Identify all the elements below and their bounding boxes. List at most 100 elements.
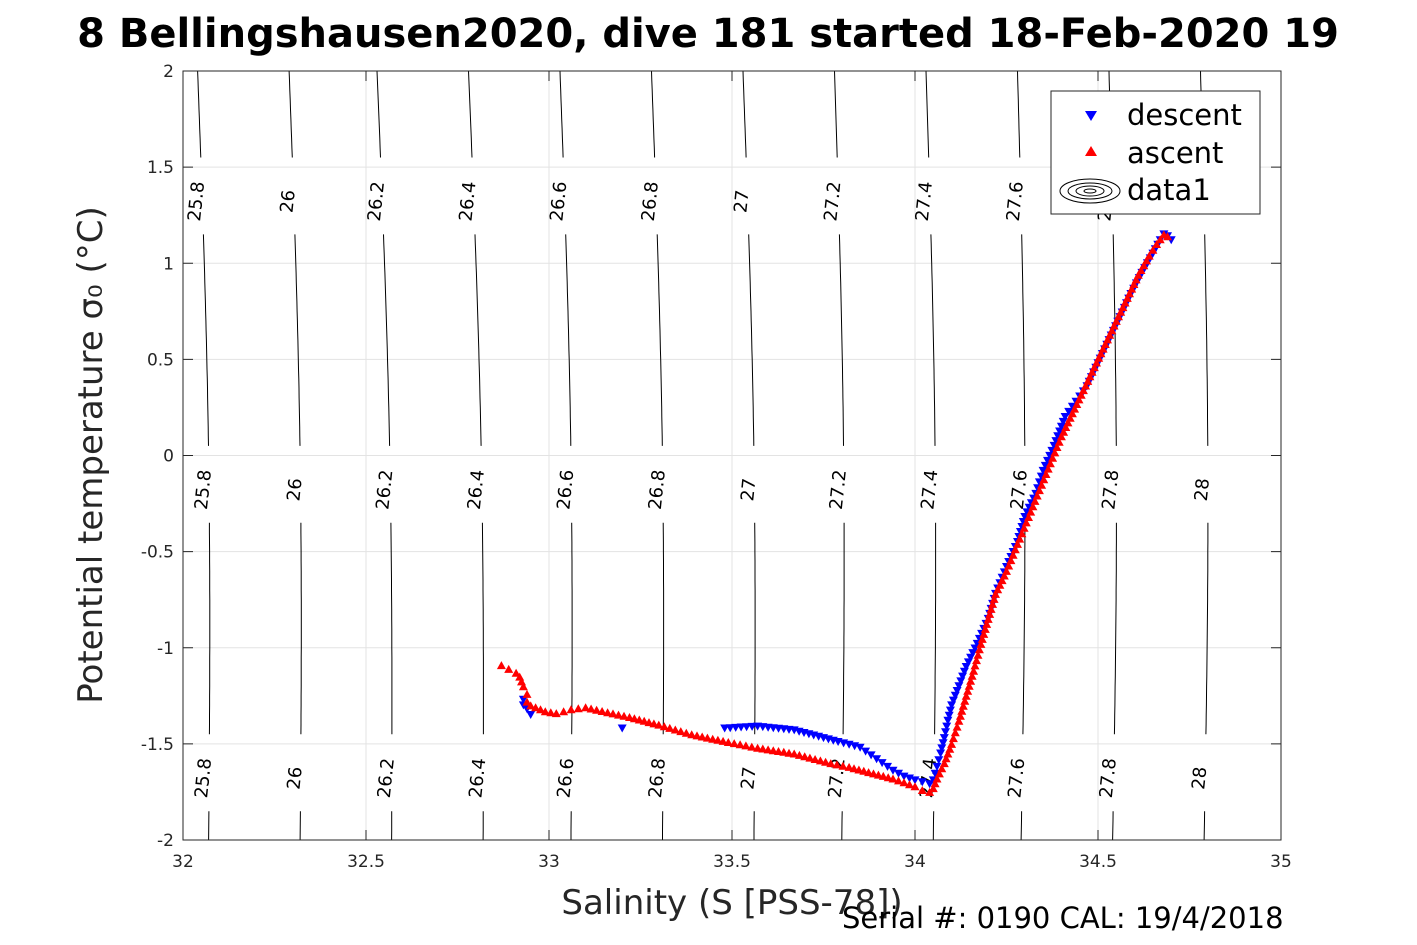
data-point-ascent bbox=[1052, 443, 1062, 451]
data-point-ascent bbox=[1039, 475, 1049, 484]
x-tick-label: 33 bbox=[538, 852, 560, 872]
data-point-ascent bbox=[1092, 358, 1101, 367]
data-point-ascent bbox=[1072, 400, 1082, 408]
contour-line bbox=[834, 70, 838, 158]
data-point-ascent bbox=[1081, 381, 1091, 390]
data-point-ascent bbox=[1024, 513, 1033, 521]
data-point-ascent bbox=[1129, 280, 1139, 288]
data-point-descent bbox=[720, 724, 730, 733]
data-point-ascent bbox=[692, 731, 702, 740]
data-point-ascent bbox=[960, 696, 970, 705]
contour-label: 27 bbox=[730, 189, 753, 214]
data-point-ascent bbox=[644, 718, 654, 727]
data-point-ascent bbox=[676, 727, 686, 736]
data-point-ascent bbox=[864, 768, 874, 777]
data-point-ascent bbox=[917, 786, 927, 794]
data-point-ascent bbox=[654, 720, 664, 729]
data-point-ascent bbox=[581, 703, 591, 712]
data-point-descent bbox=[930, 769, 940, 778]
data-point-ascent bbox=[1155, 235, 1165, 244]
contour-label: 26.2 bbox=[364, 180, 389, 222]
data-point-ascent bbox=[1089, 363, 1099, 372]
data-point-descent bbox=[725, 724, 735, 733]
data-point-ascent bbox=[957, 706, 967, 715]
data-point-ascent bbox=[1096, 349, 1106, 358]
data-point-descent bbox=[936, 749, 946, 758]
data-point-ascent bbox=[905, 780, 914, 789]
data-point-ascent bbox=[1116, 307, 1126, 316]
contour-line bbox=[930, 234, 936, 446]
data-point-descent bbox=[894, 769, 903, 778]
contour-label: 27.2 bbox=[826, 469, 851, 511]
data-point-ascent bbox=[586, 704, 596, 713]
contour-line bbox=[1017, 70, 1021, 158]
data-point-ascent bbox=[789, 749, 799, 758]
data-point-ascent bbox=[955, 711, 965, 720]
data-point-ascent bbox=[729, 739, 739, 748]
data-point-ascent bbox=[753, 743, 763, 752]
data-point-ascent bbox=[873, 770, 883, 779]
data-point-ascent bbox=[1070, 404, 1080, 413]
data-point-descent bbox=[937, 744, 947, 753]
contour-label: 26.4 bbox=[455, 180, 480, 222]
data-point-descent bbox=[883, 762, 892, 771]
data-point-ascent bbox=[993, 585, 1003, 594]
contour-label: 27.4 bbox=[912, 180, 937, 222]
data-point-ascent bbox=[1118, 303, 1128, 312]
contour-line bbox=[1020, 811, 1023, 841]
data-point-ascent bbox=[794, 750, 804, 759]
data-point-ascent bbox=[943, 749, 953, 758]
data-point-ascent bbox=[551, 709, 561, 718]
data-point-ascent bbox=[573, 704, 583, 713]
data-point-ascent bbox=[1037, 480, 1047, 489]
data-point-ascent bbox=[810, 755, 820, 763]
data-point-ascent bbox=[522, 689, 532, 698]
data-point-ascent bbox=[1152, 240, 1162, 248]
legend-marker-ascent bbox=[1085, 146, 1097, 156]
data-point-ascent bbox=[718, 736, 728, 745]
data-point-ascent bbox=[559, 707, 569, 716]
contour-line bbox=[294, 234, 301, 446]
data-point-ascent bbox=[518, 682, 528, 691]
data-point-ascent bbox=[1067, 409, 1077, 418]
data-point-ascent bbox=[1122, 293, 1132, 302]
data-point-ascent bbox=[546, 708, 556, 717]
data-point-ascent bbox=[1026, 507, 1036, 516]
data-point-ascent bbox=[779, 747, 789, 756]
data-point-ascent bbox=[995, 580, 1005, 589]
x-tick-label: 34 bbox=[904, 852, 926, 872]
data-point-ascent bbox=[1094, 353, 1104, 362]
data-point-ascent bbox=[980, 624, 990, 633]
contour-line bbox=[468, 70, 473, 158]
contour-label: 27.8 bbox=[1098, 469, 1123, 511]
data-point-ascent bbox=[1083, 376, 1093, 385]
data-point-ascent bbox=[1111, 316, 1121, 325]
data-point-ascent bbox=[899, 778, 909, 787]
data-point-ascent bbox=[774, 747, 783, 755]
contour-label: 26 bbox=[283, 477, 306, 502]
data-point-ascent bbox=[1065, 413, 1075, 422]
data-point-descent bbox=[1060, 413, 1070, 421]
legend: descent ascent data1 bbox=[1050, 90, 1261, 215]
contour-line bbox=[1021, 234, 1026, 446]
data-point-ascent bbox=[969, 666, 979, 675]
data-point-ascent bbox=[592, 705, 602, 714]
data-point-ascent bbox=[948, 734, 958, 743]
data-point-ascent bbox=[735, 740, 745, 749]
data-point-ascent bbox=[566, 705, 576, 714]
contour-line bbox=[376, 70, 381, 158]
data-point-descent bbox=[888, 766, 898, 775]
data-point-ascent bbox=[1100, 340, 1110, 348]
data-point-ascent bbox=[634, 715, 644, 724]
data-point-ascent bbox=[844, 762, 854, 771]
data-point-ascent bbox=[1056, 432, 1066, 441]
contour-line bbox=[288, 70, 293, 158]
series-descent bbox=[518, 230, 1176, 789]
data-point-ascent bbox=[838, 761, 848, 770]
data-point-ascent bbox=[958, 701, 968, 710]
contour-label: 27.8 bbox=[1096, 757, 1121, 799]
contour-label: 27.4 bbox=[917, 469, 942, 511]
x-axis-label: Salinity (S [PSS-78]) bbox=[561, 883, 902, 923]
contour-line bbox=[474, 234, 482, 446]
y-axis-label: Potential temperature σ₀ (°C) bbox=[71, 206, 111, 704]
